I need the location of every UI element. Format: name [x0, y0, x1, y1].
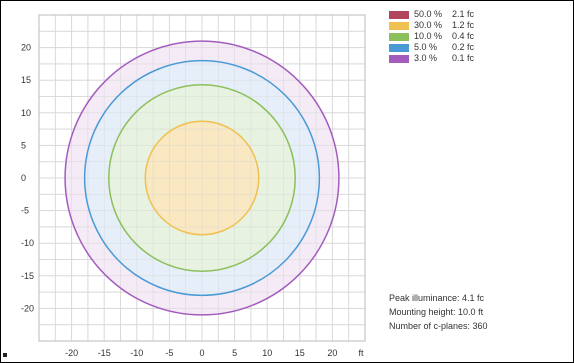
legend-illuminance: 0.1 fc: [452, 53, 475, 63]
peak-illuminance: Peak illuminance: 4.1 fc: [389, 293, 485, 303]
contour-layer: [38, 14, 366, 342]
y-tick-label: 5: [21, 140, 26, 150]
plot-border: [38, 14, 366, 342]
number-of-c-planes: Number of c-planes: 360: [389, 321, 488, 331]
x-tick-label: -10: [130, 348, 143, 358]
legend-swatch: [389, 32, 409, 41]
legend-entry: 10.0 % 0.4 fc: [389, 31, 559, 42]
legend-entry: 50.0 % 2.1 fc: [389, 9, 559, 20]
contour-line-5.0: [83, 59, 321, 297]
info-panel: Peak illuminance: 4.1 fc Mounting height…: [389, 291, 569, 333]
legend: 50.0 % 2.1 fc 30.0 % 1.2 fc 10.0 % 0.4 fc 5.0 …: [389, 9, 559, 64]
legend-illuminance: 2.1 fc: [452, 9, 475, 19]
x-tick-label: -15: [98, 348, 111, 358]
legend-swatch: [389, 54, 409, 63]
contour-plot: -20 -15 -10 -5 0 5 10 15 20 20151050-5-10-15-20 …: [21, 14, 366, 358]
legend-percent: 10.0 %: [414, 31, 443, 41]
legend-percent: 3.0 %: [414, 53, 438, 63]
x-tick-label: 15: [295, 348, 305, 358]
contour-line-10.0: [108, 84, 296, 272]
legend-swatch: [389, 43, 409, 52]
x-tick-label: 10: [262, 348, 272, 358]
legend-percent: 30.0 %: [414, 20, 443, 30]
x-tick-label: 5: [232, 348, 237, 358]
legend-percent: 5.0 %: [414, 42, 438, 52]
contour-line-30.0: [144, 120, 260, 236]
x-tick-label: -20: [65, 348, 78, 358]
legend-swatch: [389, 21, 409, 30]
corner-marker: [3, 353, 7, 357]
y-tick-label: -10: [21, 238, 34, 248]
legend-illuminance: 0.2 fc: [452, 42, 475, 52]
legend-illuminance: 0.4 fc: [452, 31, 475, 41]
y-tick-labels: 20 15 10 5 0 -5 -10 -15 -20: [21, 43, 34, 314]
y-tick-label: -15: [21, 271, 34, 281]
x-tick-label: 0: [199, 348, 204, 358]
y-tick-label: 10: [21, 108, 31, 118]
x-unit-label: ft: [358, 348, 364, 358]
x-tick-labels: -20 -15 -10 -5 0 5 10 15 20: [65, 348, 337, 358]
legend-entry: 5.0 % 0.2 fc: [389, 42, 559, 53]
y-tick-label: 0: [21, 173, 26, 183]
legend-entry: 3.0 % 0.1 fc: [389, 53, 559, 64]
mounting-height: Mounting height: 10.0 ft: [389, 307, 484, 317]
y-tick-label: -5: [21, 206, 29, 216]
y-tick-label: 15: [21, 75, 31, 85]
legend-entry: 30.0 % 1.2 fc: [389, 20, 559, 31]
x-tick-label: 20: [327, 348, 337, 358]
y-tick-label: 20: [21, 43, 31, 53]
legend-swatch: [389, 10, 409, 19]
legend-percent: 50.0 %: [414, 9, 443, 19]
contour-line-3.0: [64, 40, 340, 316]
y-tick-label: -20: [21, 303, 34, 313]
legend-illuminance: 1.2 fc: [452, 20, 475, 30]
x-tick-label: -5: [165, 348, 173, 358]
